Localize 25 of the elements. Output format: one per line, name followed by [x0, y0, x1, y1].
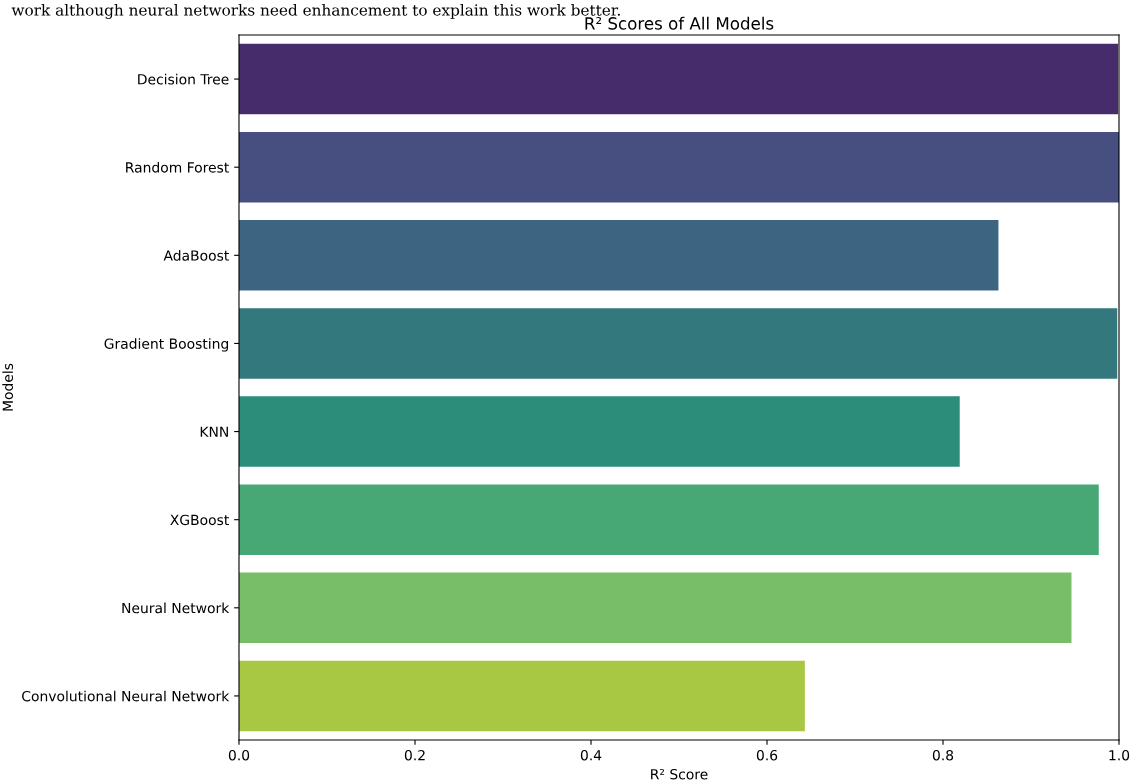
- x-tick-label: 1.0: [1109, 749, 1130, 761]
- y-tick-label: KNN: [200, 426, 228, 437]
- y-tick-label: Decision Tree: [138, 73, 229, 85]
- bar: [239, 43, 1119, 115]
- bar: [239, 131, 1119, 203]
- x-tick-label: 0.0: [228, 749, 250, 761]
- x-tick-label: 0.2: [404, 749, 425, 761]
- y-axis-title: Models: [2, 363, 14, 411]
- bar: [239, 220, 999, 291]
- bar: [239, 484, 1099, 555]
- x-tick-label: 0.4: [580, 749, 602, 761]
- chart-title: R² Scores of All Models: [585, 16, 774, 30]
- x-axis-title: R² Score: [651, 768, 708, 780]
- y-tick-label: AdaBoost: [163, 250, 229, 261]
- bar: [239, 308, 1118, 379]
- x-tick-label: 0.8: [932, 749, 954, 761]
- y-tick-label: Gradient Boosting: [104, 338, 229, 352]
- bar: [239, 660, 805, 732]
- y-tick-label: XGBoost: [170, 514, 229, 526]
- bar: [239, 572, 1072, 644]
- x-tick-label: 0.6: [756, 749, 778, 761]
- y-tick-label: Neural Network: [122, 602, 230, 614]
- bar: [239, 396, 960, 467]
- y-tick-label: Convolutional Neural Network: [22, 690, 230, 702]
- y-tick-label: Random Forest: [126, 161, 229, 173]
